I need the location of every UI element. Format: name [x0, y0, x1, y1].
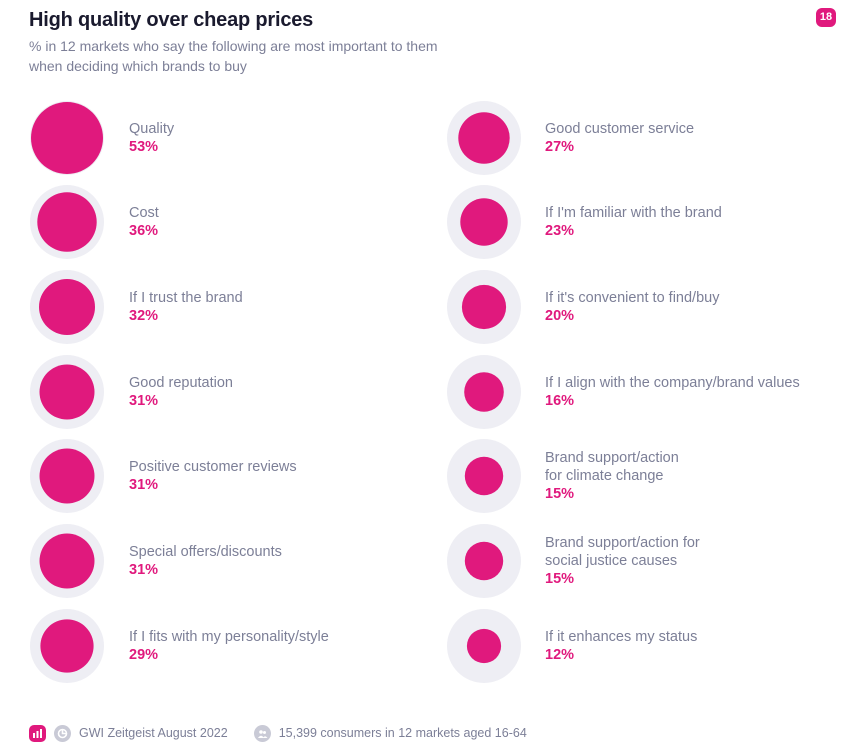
bubble — [39, 448, 95, 504]
bubble-value-label: 32% — [129, 308, 158, 324]
bubble-item: Positive customer reviews 31% — [30, 439, 297, 513]
bubble-chart: Quality 53% Cost 36% If I trust the brand 32%… — [30, 101, 800, 683]
bubble-value-label: 12% — [545, 647, 574, 663]
page-number-badge: 18 — [816, 8, 836, 27]
bubble — [464, 372, 504, 412]
bubble-label: If I align with the company/brand values — [545, 375, 800, 391]
bubble — [37, 192, 97, 252]
bubble — [466, 628, 502, 664]
bubble-value-label: 27% — [545, 139, 574, 155]
bubble-label: If I trust the brand — [129, 290, 243, 306]
bubble-item: If I fits with my personality/style 29% — [30, 609, 329, 683]
bubble-value-label: 15% — [545, 486, 574, 502]
bubble-label: Good customer service — [545, 121, 694, 137]
bubble-item: Quality 53% — [30, 101, 175, 175]
bubble-label: If it enhances my status — [545, 629, 697, 645]
bubble-label: If I'm familiar with the brand — [545, 205, 722, 221]
bubble-label: If I fits with my personality/style — [129, 629, 329, 645]
bubble-item: Good customer service 27% — [447, 101, 694, 175]
bubble-label: Positive customer reviews — [129, 459, 297, 475]
source-icon — [54, 724, 71, 742]
bubble-value-label: 53% — [129, 139, 158, 155]
bubble — [40, 619, 94, 673]
chart-brand-icon — [29, 724, 46, 742]
bubble-item: If I align with the company/brand values… — [447, 355, 800, 429]
bubble-value-label: 15% — [545, 571, 574, 587]
bubble-item: Good reputation 31% — [30, 355, 233, 429]
bubble-label: Good reputation — [129, 375, 233, 391]
footer: GWI Zeitgeist August 2022 15,399 consume… — [29, 724, 527, 742]
bubble — [39, 279, 95, 335]
bubble-label: Brand support/action for — [545, 535, 700, 551]
users-icon — [253, 724, 271, 742]
bubble-label: Special offers/discounts — [129, 544, 282, 560]
page-title: High quality over cheap prices — [29, 9, 314, 31]
bubble — [31, 102, 103, 174]
bubble-value-label: 16% — [545, 393, 574, 409]
bubble — [464, 456, 504, 496]
bubble-label: Cost — [129, 205, 159, 221]
bubble-item: Special offers/discounts 31% — [30, 524, 282, 598]
bubble — [39, 533, 95, 589]
bubble-item: If I trust the brand 32% — [30, 270, 243, 344]
bubble-label: social justice causes — [545, 553, 677, 569]
bubble-label: Quality — [129, 121, 175, 137]
bubble-item: If it enhances my status 12% — [447, 609, 697, 683]
bubble — [464, 541, 504, 581]
bubble — [39, 364, 95, 420]
bubble-value-label: 29% — [129, 647, 158, 663]
bubble-item: Cost 36% — [30, 185, 159, 259]
footer-sample: 15,399 consumers in 12 markets aged 16-6… — [278, 726, 527, 740]
bubble-item: Brand support/action for social justice c… — [447, 524, 700, 598]
bubble-item: Brand support/action for climate change 15… — [447, 439, 679, 513]
bubble-value-label: 23% — [545, 223, 574, 239]
bubble-value-label: 31% — [129, 477, 158, 493]
bubble-label: Brand support/action — [545, 450, 679, 466]
bubble — [461, 284, 507, 330]
bubble-value-label: 36% — [129, 223, 158, 239]
bubble-item: If I'm familiar with the brand 23% — [447, 185, 722, 259]
bubble — [458, 112, 510, 164]
bubble-value-label: 31% — [129, 393, 158, 409]
bubble-value-label: 31% — [129, 562, 158, 578]
footer-source: GWI Zeitgeist August 2022 — [79, 726, 228, 740]
bubble-label: for climate change — [545, 468, 663, 484]
bubble-item: If it's convenient to find/buy 20% — [447, 270, 720, 344]
bubble — [460, 198, 508, 246]
bubble-value-label: 20% — [545, 308, 574, 324]
page-subtitle: % in 12 markets who say the following ar… — [29, 38, 438, 74]
bubble-label: If it's convenient to find/buy — [545, 290, 720, 306]
